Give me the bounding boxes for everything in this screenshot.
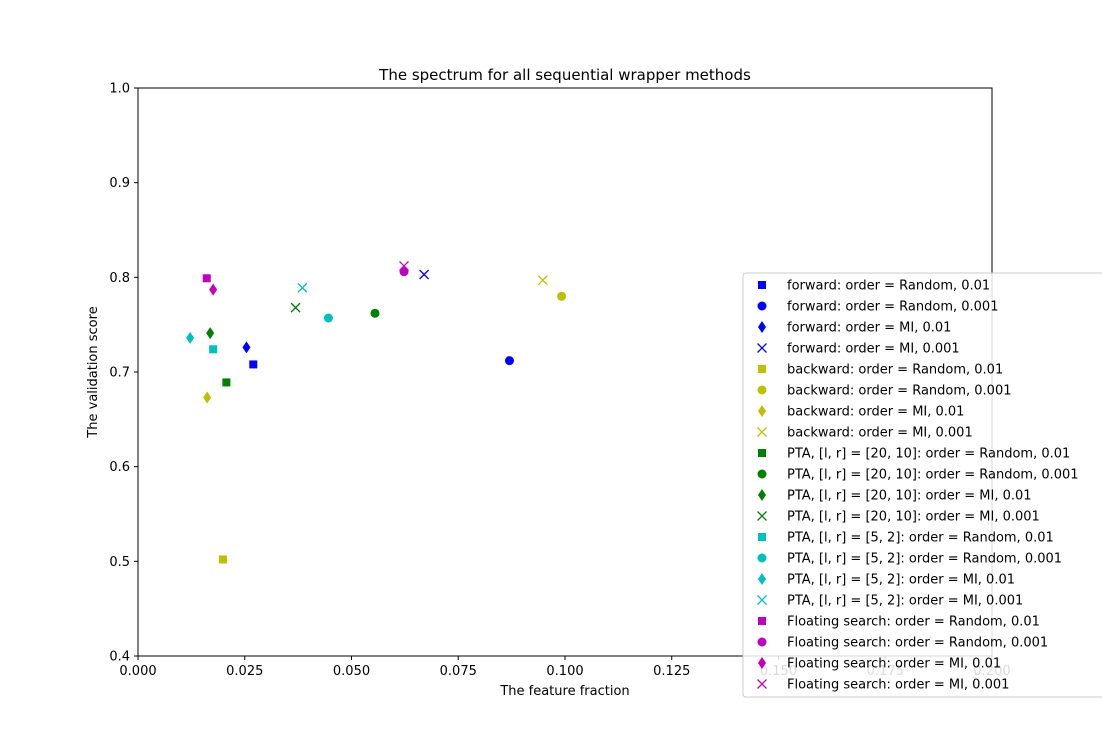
legend-entry-label: forward: order = Random, 0.001 bbox=[787, 300, 998, 315]
data-point bbox=[399, 261, 409, 271]
data-point bbox=[222, 378, 231, 387]
y-tick-label: 0.9 bbox=[109, 176, 130, 191]
data-point bbox=[209, 345, 218, 354]
legend-marker bbox=[758, 365, 766, 373]
legend-entry-label: backward: order = MI, 0.01 bbox=[787, 405, 964, 420]
x-tick-label: 0.025 bbox=[226, 664, 263, 679]
chart-title: The spectrum for all sequential wrapper … bbox=[378, 66, 751, 84]
legend-entry-label: forward: order = MI, 0.001 bbox=[787, 342, 960, 357]
data-point bbox=[203, 391, 212, 404]
data-point bbox=[370, 308, 380, 318]
legend-marker bbox=[758, 657, 766, 669]
data-point bbox=[202, 274, 211, 283]
legend-entry-label: Floating search: order = MI, 0.001 bbox=[787, 678, 1009, 693]
legend-marker bbox=[757, 511, 767, 521]
legend-entry-label: forward: order = Random, 0.01 bbox=[787, 279, 990, 294]
legend-entry-label: PTA, [l, r] = [20, 10]: order = MI, 0.01 bbox=[787, 489, 1032, 504]
legend-entry-label: PTA, [l, r] = [5, 2]: order = Random, 0.… bbox=[787, 531, 1054, 546]
legend-marker bbox=[757, 427, 767, 437]
legend-marker bbox=[758, 617, 766, 625]
data-point bbox=[209, 283, 218, 296]
x-axis-label: The feature fraction bbox=[499, 684, 629, 699]
legend-marker bbox=[758, 533, 766, 541]
x-tick-label: 0.125 bbox=[653, 664, 690, 679]
legend-entry-label: PTA, [l, r] = [20, 10]: order = Random, … bbox=[787, 447, 1070, 462]
data-point bbox=[419, 269, 430, 280]
y-tick-label: 0.8 bbox=[109, 271, 130, 286]
x-tick-label: 0.000 bbox=[119, 664, 156, 679]
legend-marker bbox=[757, 301, 767, 311]
legend-entry-label: backward: order = MI, 0.001 bbox=[787, 426, 973, 441]
data-point bbox=[557, 291, 567, 301]
legend-entry-label: PTA, [l, r] = [20, 10]: order = Random, … bbox=[787, 468, 1079, 483]
data-point bbox=[290, 302, 301, 313]
legend-entry-label: PTA, [l, r] = [5, 2]: order = MI, 0.01 bbox=[787, 573, 1015, 588]
legend-entry-label: Floating search: order = Random, 0.01 bbox=[787, 615, 1040, 630]
y-tick-label: 0.6 bbox=[109, 460, 130, 475]
y-tick-label: 0.4 bbox=[109, 650, 130, 665]
data-point bbox=[297, 282, 308, 293]
x-tick-label: 0.075 bbox=[440, 664, 477, 679]
legend-marker bbox=[757, 595, 767, 605]
legend-marker bbox=[757, 343, 767, 353]
data-point bbox=[249, 360, 258, 369]
data-point bbox=[206, 327, 215, 340]
legend-marker bbox=[757, 385, 767, 395]
data-point bbox=[504, 356, 514, 366]
legend-entry-label: Floating search: order = MI, 0.01 bbox=[787, 657, 1001, 672]
legend-entry-label: backward: order = Random, 0.01 bbox=[787, 363, 1003, 378]
legend-marker bbox=[758, 281, 766, 289]
legend-entry-label: PTA, [l, r] = [5, 2]: order = Random, 0.… bbox=[787, 552, 1062, 567]
data-point bbox=[399, 267, 409, 277]
legend-marker bbox=[757, 469, 767, 479]
legend-entry-label: Floating search: order = Random, 0.001 bbox=[787, 636, 1048, 651]
legend-entry-label: PTA, [l, r] = [20, 10]: order = MI, 0.00… bbox=[787, 510, 1040, 525]
y-tick-label: 0.5 bbox=[109, 555, 130, 570]
legend-marker bbox=[758, 489, 766, 501]
y-axis-label: The validation score bbox=[86, 306, 101, 438]
legend-marker bbox=[758, 405, 766, 417]
legend-marker bbox=[758, 573, 766, 585]
data-point bbox=[242, 341, 251, 354]
data-point bbox=[323, 313, 333, 323]
y-tick-label: 1.0 bbox=[109, 82, 130, 97]
legend: forward: order = Random, 0.01 forward: or… bbox=[742, 272, 1102, 698]
legend-marker bbox=[758, 449, 766, 457]
y-tick-label: 0.7 bbox=[109, 366, 130, 381]
legend-frame bbox=[742, 272, 1102, 698]
legend-marker bbox=[757, 553, 767, 563]
legend-marker bbox=[757, 679, 767, 689]
data-point bbox=[537, 275, 548, 286]
data-point bbox=[218, 555, 227, 564]
legend-entry-label: backward: order = Random, 0.001 bbox=[787, 384, 1012, 399]
legend-marker bbox=[757, 637, 767, 647]
x-tick-label: 0.050 bbox=[333, 664, 370, 679]
legend-marker bbox=[758, 321, 766, 333]
data-point bbox=[186, 331, 195, 344]
x-tick-label: 0.100 bbox=[546, 664, 583, 679]
legend-entry-label: forward: order = MI, 0.01 bbox=[787, 321, 951, 336]
data-points bbox=[186, 261, 567, 564]
legend-entry-label: PTA, [l, r] = [5, 2]: order = MI, 0.001 bbox=[787, 594, 1023, 609]
